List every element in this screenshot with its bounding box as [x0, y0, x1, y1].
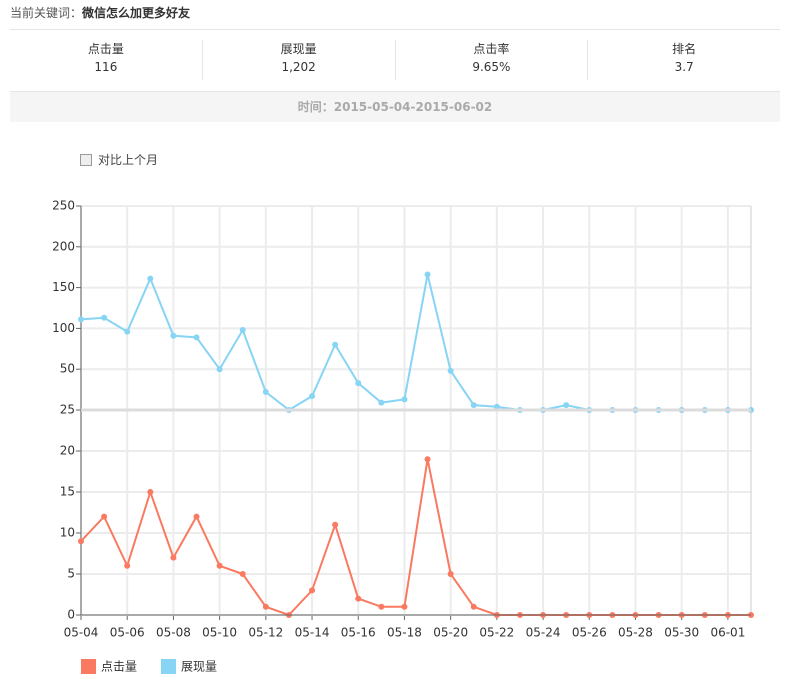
legend-swatch — [81, 659, 96, 674]
point — [378, 603, 385, 610]
point — [447, 571, 454, 577]
point — [401, 396, 408, 403]
stat-value: 116 — [94, 60, 118, 74]
y-tick-label: 0 — [67, 608, 75, 622]
x-tick-label: 05-12 — [248, 626, 283, 640]
y-tick-label: 10 — [60, 526, 75, 540]
keyword-line: 当前关键词：微信怎么加更多好友 — [10, 4, 190, 21]
keyword-label: 当前关键词： — [10, 6, 83, 20]
keyword: 微信怎么加更多好友 — [82, 6, 191, 20]
y-tick-label: 50 — [60, 362, 75, 376]
x-tick-label: 05-08 — [156, 626, 191, 640]
point — [378, 399, 385, 406]
stat-value: 1,202 — [281, 60, 316, 74]
point — [424, 271, 431, 278]
stat-label: 展现量 — [280, 42, 317, 56]
point — [216, 366, 223, 373]
point — [239, 571, 246, 577]
point — [170, 332, 177, 339]
legend-label: 点击量 — [101, 660, 137, 674]
point — [147, 489, 154, 495]
point — [355, 380, 362, 387]
x-tick-label: 05-28 — [618, 626, 653, 640]
point — [170, 554, 177, 561]
stat-label: 点击率 — [473, 42, 510, 56]
checkbox[interactable] — [80, 153, 92, 166]
x-tick-label: 05-30 — [664, 626, 699, 640]
stat: 点击率 9.65% — [396, 40, 589, 80]
stat-value: 3.7 — [674, 60, 694, 74]
y-tick-label: 200 — [52, 239, 75, 253]
stat-label: 点击量 — [87, 42, 124, 56]
y-tick-label: 25 — [60, 403, 75, 417]
x-tick-label: 05-26 — [572, 626, 607, 640]
stat: 展现量 1,202 — [203, 40, 396, 80]
y-tick-label: 250 — [52, 199, 75, 213]
x-tick-label: 05-10 — [202, 626, 237, 640]
legend-label: 展现量 — [181, 660, 217, 674]
point — [470, 603, 477, 610]
x-tick-label: 05-06 — [110, 626, 145, 640]
point — [101, 513, 108, 520]
compare-toggle[interactable]: 对比上个月 — [80, 151, 158, 168]
point — [355, 595, 362, 602]
point — [309, 393, 316, 400]
point — [262, 603, 269, 610]
point — [124, 328, 131, 335]
point — [332, 341, 339, 348]
date-range: 时间：2015-05-04-2015-06-02 — [10, 91, 780, 122]
x-tick-label: 06-01 — [710, 626, 745, 640]
y-tick-label: 5 — [67, 567, 75, 581]
x-tick-label: 05-16 — [341, 626, 376, 640]
y-tick-label: 100 — [52, 321, 75, 335]
x-tick-label: 05-18 — [387, 626, 422, 640]
point — [309, 587, 316, 594]
point — [193, 513, 200, 520]
stat-label: 排名 — [672, 42, 697, 56]
point — [470, 402, 477, 409]
point — [216, 562, 223, 569]
y-tick-label: 15 — [60, 485, 75, 499]
point — [147, 275, 154, 282]
point — [563, 402, 570, 409]
point — [332, 521, 339, 528]
point — [78, 316, 84, 323]
line — [80, 274, 751, 412]
compare-label: 对比上个月 — [98, 153, 159, 167]
x-tick-label: 05-24 — [526, 626, 561, 640]
separator — [10, 29, 780, 30]
stat: 排名 3.7 — [588, 40, 780, 80]
x-tick-label: 05-14 — [295, 626, 330, 640]
point — [193, 334, 200, 341]
point — [101, 314, 108, 321]
point — [124, 562, 131, 569]
stat-value: 9.65% — [472, 60, 511, 74]
legend-swatch — [161, 659, 176, 674]
x-tick-label: 05-22 — [479, 626, 514, 640]
x-tick-label: 05-20 — [433, 626, 468, 640]
y-tick-label: 20 — [60, 444, 75, 458]
stats: 点击量 116 展现量 1,202 点击率 9.65% 排名 3.7 — [10, 40, 780, 80]
point — [262, 389, 269, 396]
y-tick-label: 150 — [52, 280, 75, 294]
point — [493, 403, 500, 410]
stat: 点击量 116 — [10, 40, 203, 80]
point — [447, 367, 454, 374]
point — [401, 603, 408, 610]
point — [424, 456, 431, 463]
point — [239, 327, 246, 334]
line — [80, 459, 751, 617]
x-tick-label: 05-04 — [64, 626, 99, 640]
point — [78, 538, 84, 545]
